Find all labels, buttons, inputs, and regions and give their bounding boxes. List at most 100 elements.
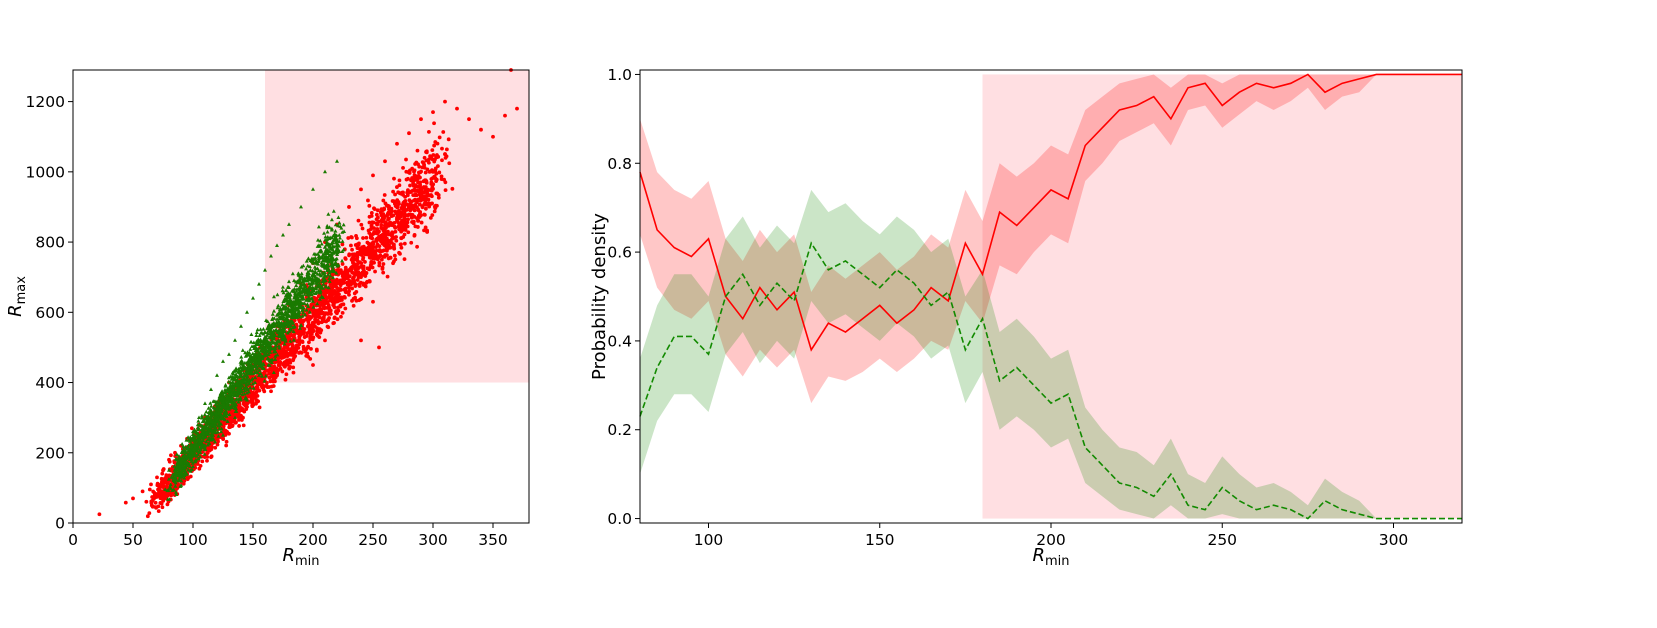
scatter-point-red [412,232,417,237]
scatter-point-green [212,423,217,428]
scatter-point-red [322,292,327,297]
scatter-point-red [140,489,145,494]
scatter-point-green [176,454,181,458]
scatter-point-red [369,235,374,240]
scatter-point-green [324,240,329,245]
scatter-point-red [349,235,354,240]
scatter-point-red [287,366,292,371]
scatter-point-green [325,259,330,263]
scatter-point-green [304,298,309,302]
scatter-point-green [253,380,258,384]
scatter-point-green [299,323,304,327]
scatter-point-red [351,276,355,281]
scatter-point-green [173,484,178,488]
scatter-point-red [432,209,437,214]
scatter-y-axis-label: Rmax [5,276,29,317]
scatter-point-green [271,308,276,313]
scatter-point-green [217,426,222,431]
scatter-point-red [427,129,431,134]
scatter-point-red [394,238,399,243]
scatter-point-green [315,237,320,242]
scatter-point-green [275,339,280,343]
scatter-point-green [189,441,194,446]
scatter-point-red [331,302,336,307]
scatter-point-green [206,429,211,433]
scatter-x-ticks: 0 50 100 150 200 250 300 350 [68,523,508,549]
scatter-point-green [232,377,237,381]
scatter-point-red [355,245,360,250]
scatter-point-red [236,410,241,414]
scatter-point-green [300,314,305,318]
scatter-point-red [437,135,442,140]
scatter-point-green [304,266,309,271]
scatter-point-green [212,430,217,434]
scatter-point-red [375,208,380,213]
scatter-point-green [266,344,271,348]
scatter-point-red [419,220,424,225]
scatter-point-red [350,298,354,303]
scatter-point-green [198,454,203,459]
scatter-point-green [273,323,278,328]
scatter-point-red [381,198,386,203]
scatter-point-red [397,250,401,255]
scatter-point-green [257,368,262,372]
scatter-point-red [415,225,420,229]
scatter-point-green [190,432,195,436]
scatter-point-green [333,261,338,266]
scatter-point-green [329,217,334,222]
scatter-point-red [432,121,436,126]
scatter-point-red [401,223,406,228]
scatter-point-red [407,169,412,174]
scatter-point-green [317,277,322,282]
scatter-point-green [222,417,227,422]
scatter-point-red [167,459,172,464]
scatter-point-green [219,413,224,418]
scatter-point-green [284,310,289,314]
scatter-point-red [284,350,289,355]
scatter-point-red [344,273,348,278]
scatter-point-green [195,427,200,432]
scatter-point-green [185,444,190,449]
scatter-point-green [179,478,184,483]
scatter-point-green [192,444,197,449]
scatter-point-green [341,222,346,227]
scatter-point-green [183,449,188,453]
scatter-point-red [285,345,290,350]
scatter-point-red [355,255,360,260]
scatter-point-green [215,399,220,404]
scatter-point-green [202,416,207,421]
scatter-point-green [202,419,207,423]
scatter-point-green [277,343,282,348]
scatter-point-red [314,347,319,352]
scatter-point-red [391,189,395,194]
scatter-point-green [189,459,194,463]
scatter-point-red [412,168,417,173]
scatter-point-green [174,492,179,496]
scatter-point-green [317,244,322,248]
scatter-point-green [232,388,237,393]
scatter-point-green [332,269,337,274]
scatter-point-green [207,412,212,416]
scatter-point-green [212,399,217,404]
scatter-point-red [149,482,153,487]
scatter-point-green [291,329,296,334]
scatter-point-green [239,387,244,392]
scatter-points [97,68,519,519]
scatter-point-red [446,137,451,142]
scatter-point-green [250,351,255,356]
scatter-point-red [283,360,288,364]
scatter-point-red [395,219,399,223]
scatter-point-green [321,282,326,286]
scatter-point-green [167,497,172,501]
scatter-point-red [289,347,294,351]
scatter-point-red [311,363,315,367]
scatter-point-green [329,256,334,261]
scatter-plot-frame [72,69,530,524]
scatter-point-red [383,159,387,164]
scatter-point-green [238,383,243,388]
scatter-point-green [290,271,295,276]
scatter-point-green [286,279,291,284]
scatter-y-tick-label: 1200 [26,93,65,111]
scatter-point-red [379,225,384,230]
scatter-point-red [369,224,374,228]
